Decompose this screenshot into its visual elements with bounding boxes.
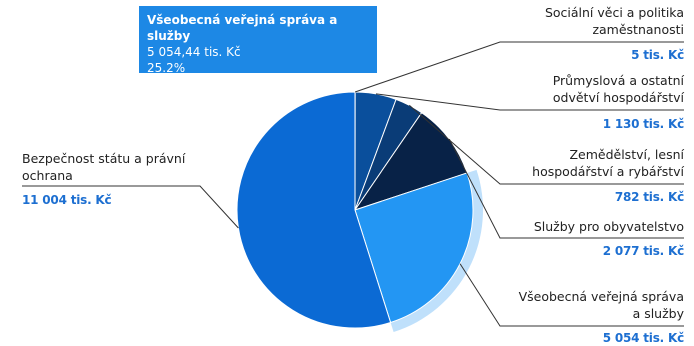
slice-label-zemedelstvi: Zemědělství, lesní hospodářství a rybářs…: [532, 147, 684, 179]
tooltip-percent: 25.2%: [147, 61, 186, 75]
connector-line-bezpecnost: [22, 185, 239, 229]
chart-tooltip: Všeobecná veřejná správa a služby 5 054,…: [139, 6, 377, 75]
slice-value-socialni: 5 tis. Kč: [631, 48, 684, 62]
connector-line-sluzby: [448, 138, 684, 239]
pie-slice-bezpecnost[interactable]: [236, 91, 392, 329]
connector-line-prumysl: [375, 93, 684, 111]
connector-line-verejna: [459, 263, 684, 327]
slice-value-sluzby: 2 077 tis. Kč: [602, 244, 684, 258]
slice-label-bezpecnost: Bezpečnost státu a právní ochrana: [22, 151, 186, 183]
slice-label-prumysl: Průmyslová a ostatní odvětví hospodářstv…: [552, 73, 684, 105]
slice-label-sluzby: Služby pro obyvatelstvo: [533, 219, 684, 234]
connector-line-socialni: [354, 41, 684, 93]
tooltip-title: Všeobecná veřejná správa a služby: [147, 13, 338, 43]
pie-slice-verejna[interactable]: [354, 172, 474, 324]
slice-value-verejna: 5 054 tis. Kč: [602, 331, 684, 345]
tooltip-value: 5 054,44 tis. Kč: [147, 45, 241, 59]
slice-label-verejna: Všeobecná veřejná správa a služby: [518, 289, 684, 321]
connector-line-zemedelstvi: [408, 104, 684, 185]
slice-label-socialni: Sociální věci a politika zaměstnanosti: [544, 5, 684, 37]
slice-value-zemedelstvi: 782 tis. Kč: [614, 190, 684, 204]
slice-value-bezpecnost: 11 004 tis. Kč: [22, 193, 112, 207]
slice-value-prumysl: 1 130 tis. Kč: [602, 117, 684, 131]
